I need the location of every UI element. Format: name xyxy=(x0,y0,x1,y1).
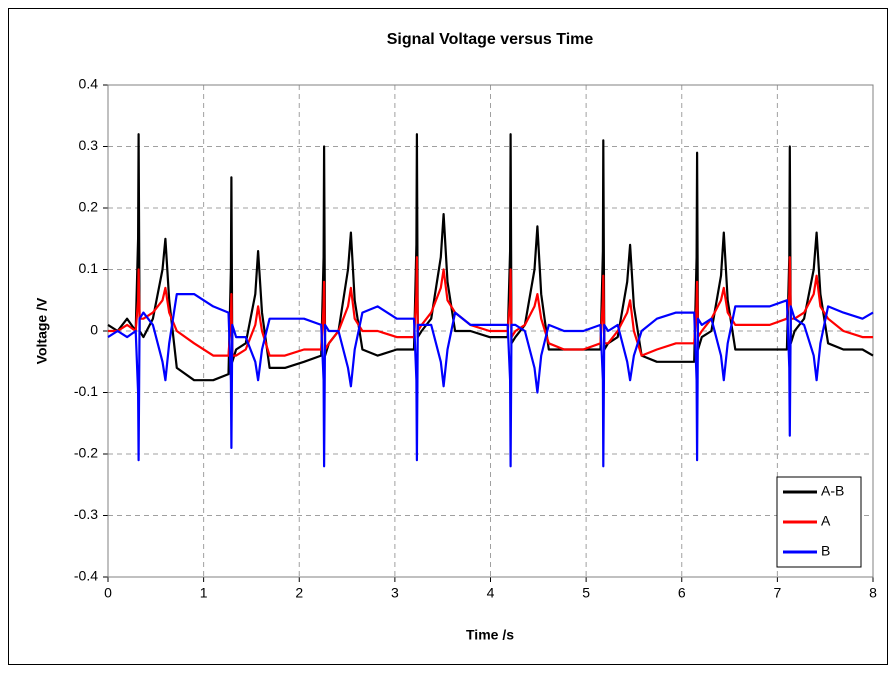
series-line xyxy=(108,256,873,357)
series-line xyxy=(107,293,874,468)
x-tick-label: 2 xyxy=(295,585,303,601)
x-tick-label: 0 xyxy=(104,585,112,601)
y-tick-label: -0.1 xyxy=(74,383,98,399)
x-tick-label: 5 xyxy=(582,585,590,601)
x-tick-label: 3 xyxy=(391,585,399,601)
x-tick-label: 8 xyxy=(869,585,877,601)
legend-label: B xyxy=(821,543,830,559)
y-tick-label: 0.4 xyxy=(79,76,99,92)
y-tick-label: -0.4 xyxy=(74,568,98,584)
series-line xyxy=(107,133,874,382)
y-tick-label: 0.2 xyxy=(79,199,99,215)
x-tick-label: 7 xyxy=(773,585,781,601)
legend-label: A xyxy=(821,513,831,529)
y-tick-label: -0.2 xyxy=(74,445,98,461)
y-tick-label: -0.3 xyxy=(74,506,98,522)
y-tick-label: 0 xyxy=(90,322,98,338)
x-tick-label: 6 xyxy=(678,585,686,601)
chart-title: Signal Voltage versus Time xyxy=(387,31,594,48)
y-axis-label: Voltage /V xyxy=(34,297,50,364)
y-tick-label: 0.1 xyxy=(79,260,99,276)
x-tick-label: 4 xyxy=(487,585,495,601)
legend-label: A-B xyxy=(821,483,844,499)
legend: A-B AB xyxy=(776,476,862,568)
x-tick-label: 1 xyxy=(200,585,208,601)
x-axis-label: Time /s xyxy=(466,627,514,643)
y-tick-label: 0.3 xyxy=(79,137,99,153)
